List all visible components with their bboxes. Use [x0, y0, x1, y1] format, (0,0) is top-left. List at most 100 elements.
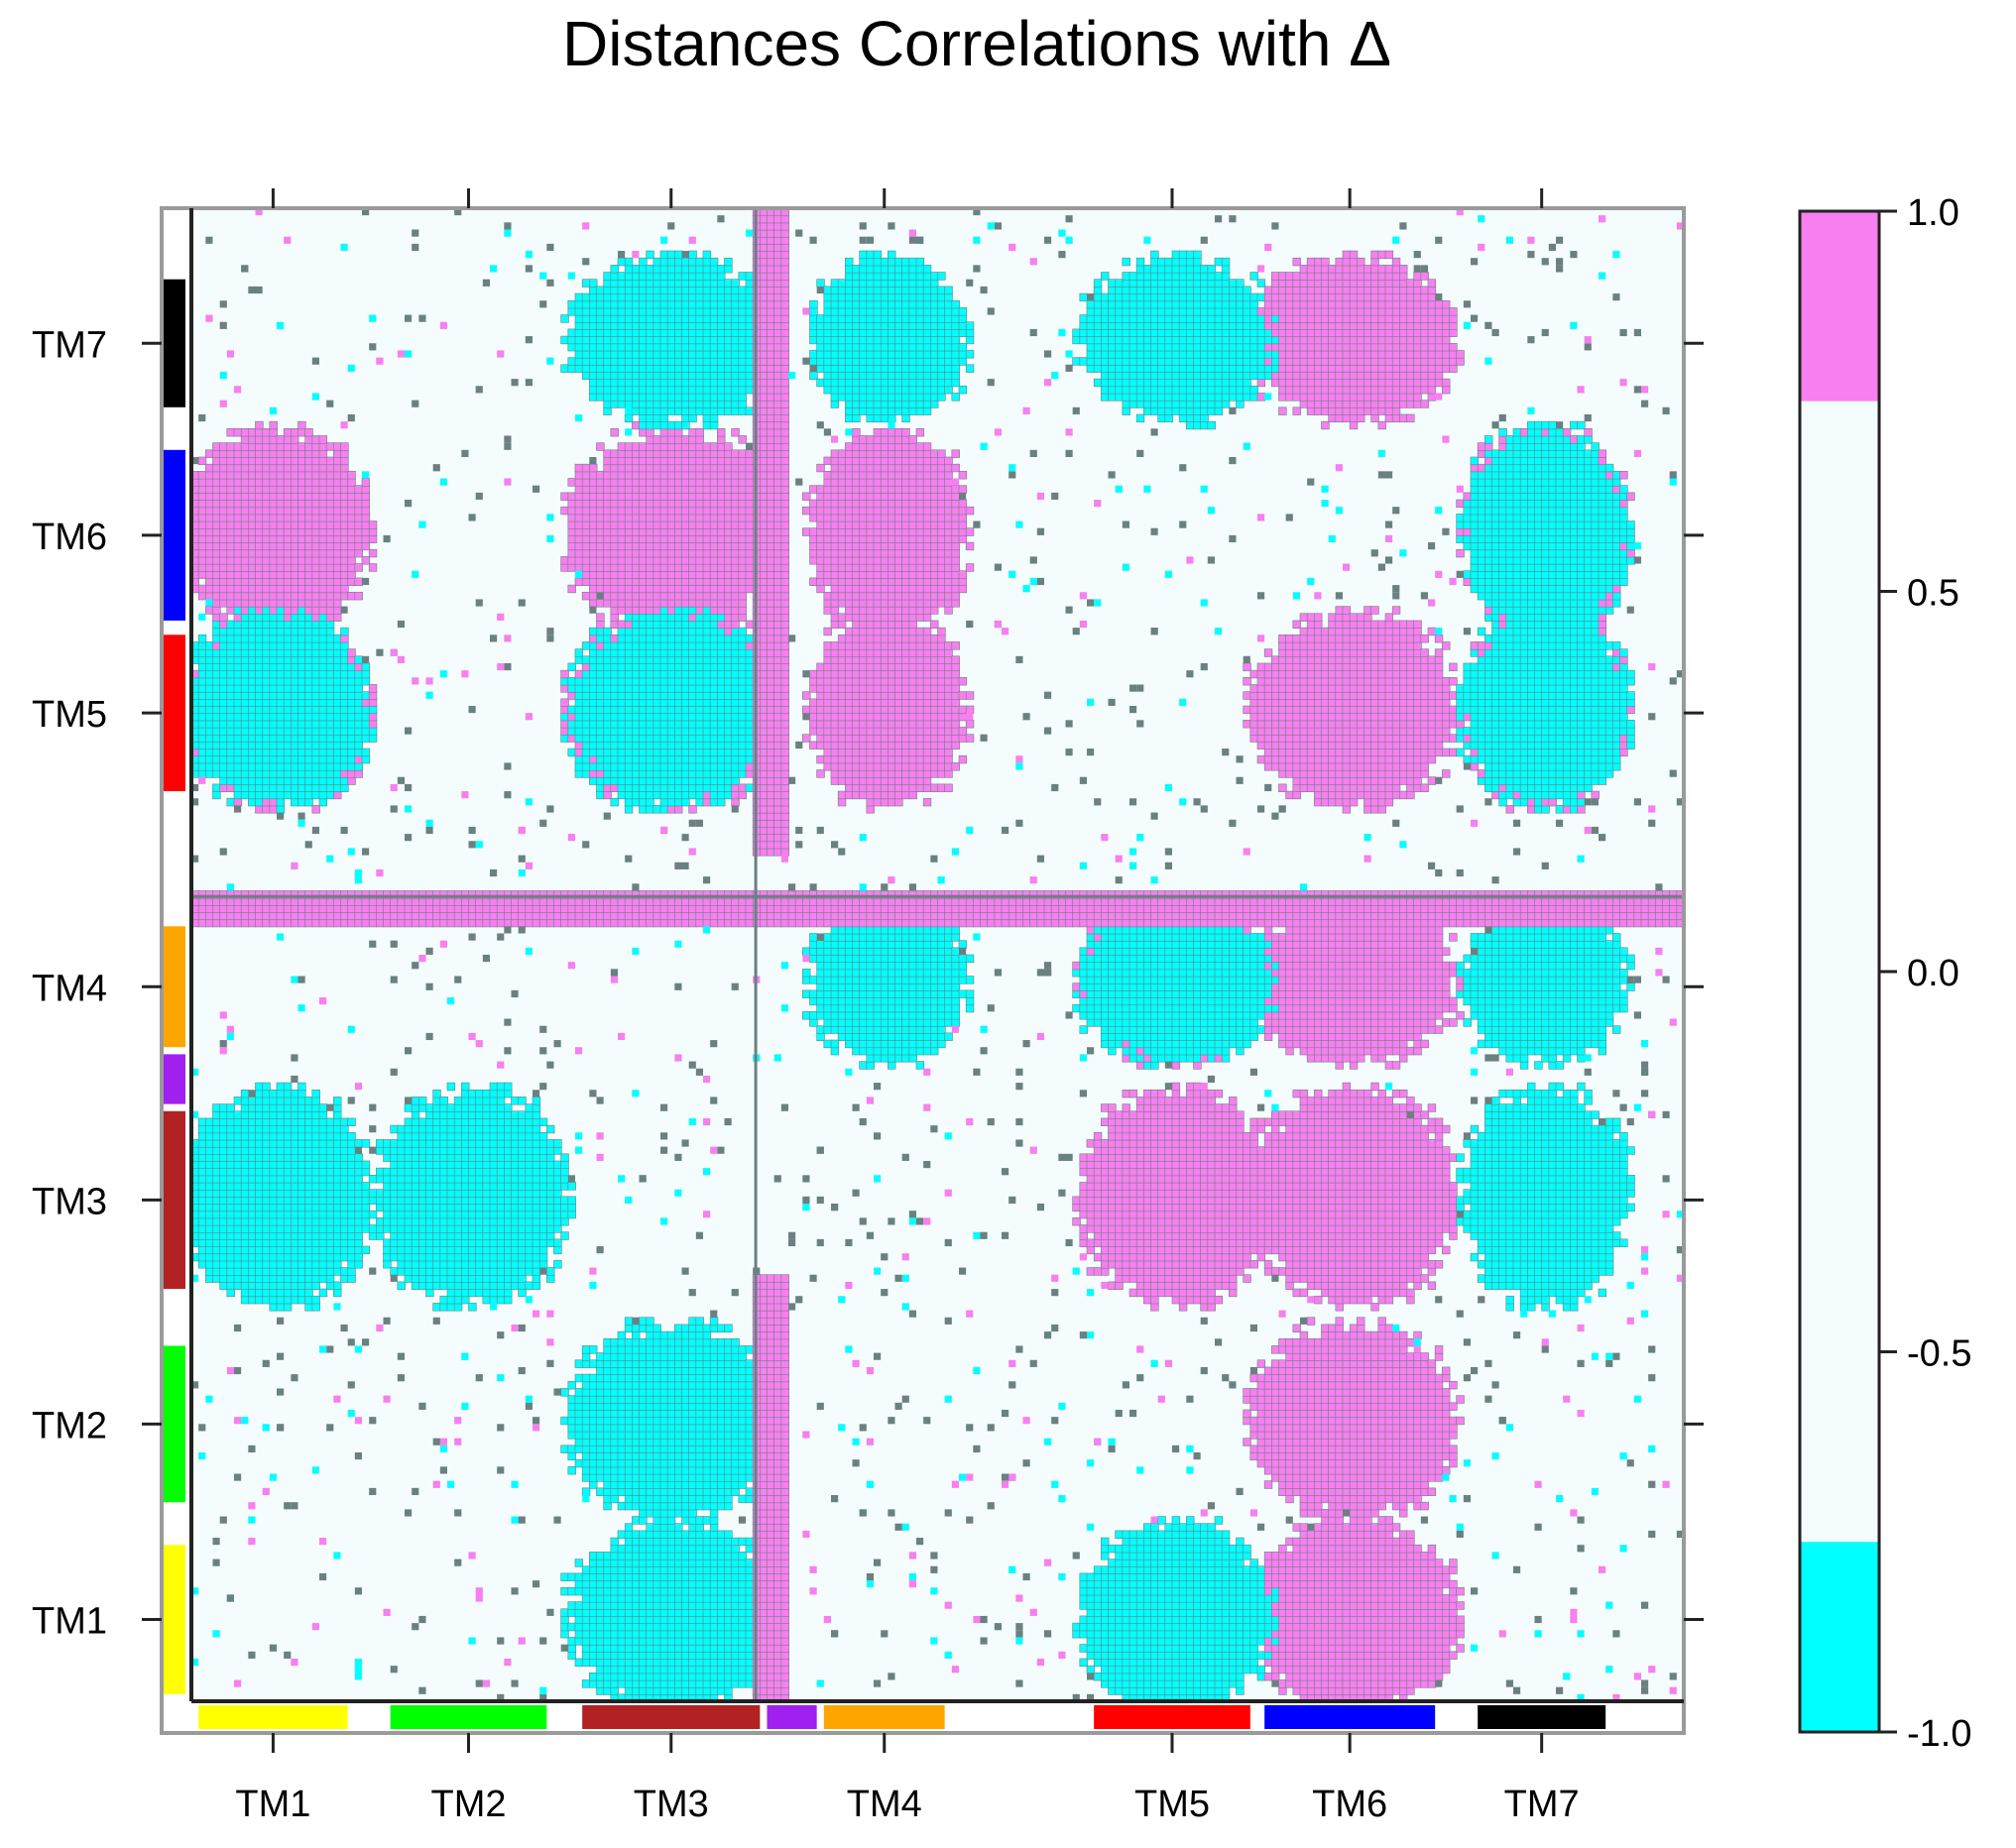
heatmap-cell: [276, 577, 286, 586]
heatmap-cell: [681, 734, 690, 743]
heatmap-cell: [610, 1458, 619, 1468]
heatmap-cell: [560, 727, 569, 736]
heatmap-cell: [596, 1608, 605, 1617]
heatmap-cell: [632, 1637, 641, 1646]
heatmap-cell: [333, 1281, 342, 1290]
heatmap-cell: [262, 1295, 271, 1305]
heatmap-cell: [482, 1245, 491, 1255]
heatmap-cell: [610, 570, 619, 579]
heatmap-cell: [212, 627, 221, 636]
heatmap-cell: [617, 364, 627, 373]
heatmap-cell: [596, 478, 605, 487]
heatmap-cell: [560, 1175, 569, 1184]
heatmap-cell: [197, 655, 207, 664]
heatmap-cell: [240, 520, 250, 529]
heatmap-cell: [546, 911, 555, 921]
heatmap-cell: [276, 1082, 286, 1092]
heatmap-cell: [681, 1424, 690, 1433]
heatmap-cell: [659, 918, 669, 928]
heatmap-cell: [603, 627, 612, 636]
heatmap-cell: [489, 1089, 499, 1098]
heatmap-cell: [674, 584, 683, 594]
heatmap-cell: [297, 662, 306, 672]
heatmap-cell: [574, 485, 584, 494]
heatmap-cell: [390, 1189, 399, 1198]
heatmap-cell: [425, 1139, 434, 1148]
heatmap-cell: [291, 1288, 299, 1298]
heatmap-cell: [325, 1131, 335, 1141]
heatmap-cell: [632, 548, 641, 558]
heatmap-cell: [652, 1544, 661, 1554]
heatmap-cell: [688, 1516, 697, 1525]
heatmap-cell: [603, 357, 612, 366]
heatmap-cell: [553, 1167, 562, 1177]
heatmap-cell: [318, 1260, 328, 1269]
heatmap-cell: [397, 911, 406, 921]
heatmap-cell: [695, 705, 704, 715]
heatmap-cell: [610, 1537, 619, 1547]
heatmap-cell: [596, 790, 605, 800]
heatmap-cell: [311, 1131, 320, 1141]
heatmap-cell: [603, 520, 612, 529]
heatmap-cell: [659, 286, 669, 294]
heatmap-cell: [276, 485, 286, 494]
heatmap-cell: [666, 1466, 676, 1475]
heatmap-cell: [666, 627, 676, 636]
heatmap-cell: [489, 1131, 499, 1141]
heatmap-cell: [368, 1210, 378, 1219]
heatmap-cell: [496, 1103, 506, 1112]
heatmap-cell: [639, 292, 648, 302]
heatmap-cell: [603, 698, 612, 707]
heatmap-cell: [652, 1451, 661, 1461]
heatmap-cell: [432, 1224, 441, 1233]
heatmap-cell: [659, 406, 669, 415]
heatmap-cell: [240, 534, 250, 543]
heatmap-cell: [311, 1110, 320, 1119]
heatmap-cell: [646, 1572, 654, 1581]
heatmap-cell: [603, 1586, 612, 1596]
heatmap-cell: [340, 534, 349, 543]
heatmap-cell: [646, 1552, 654, 1560]
heatmap-cell: [262, 1231, 271, 1240]
heatmap-cell: [624, 385, 634, 395]
heatmap-cell: [652, 1644, 661, 1653]
heatmap-cell: [695, 1679, 704, 1688]
heatmap-cell: [639, 591, 648, 601]
heatmap-cell: [581, 485, 591, 494]
heatmap-cell: [226, 1175, 235, 1184]
heatmap-cell: [297, 456, 306, 466]
heatmap-cell: [681, 712, 690, 722]
heatmap-cell: [674, 698, 683, 707]
heatmap-cell: [581, 591, 591, 601]
heatmap-cell: [340, 655, 349, 664]
heatmap-cell: [269, 1260, 278, 1269]
heatmap-cell: [632, 1373, 641, 1383]
heatmap-cell: [632, 1673, 641, 1681]
heatmap-cell: [291, 662, 299, 672]
heatmap-cell: [560, 1615, 569, 1625]
heatmap-cell: [197, 734, 207, 743]
heatmap-cell: [205, 1245, 214, 1255]
heatmap-cell: [376, 1167, 385, 1177]
heatmap-cell: [482, 1131, 491, 1141]
heatmap-cell: [659, 641, 669, 650]
heatmap-cell: [205, 520, 214, 529]
heatmap-cell: [574, 364, 584, 373]
heatmap-cell: [574, 1458, 584, 1468]
heatmap-cell: [617, 350, 627, 359]
heatmap-cell: [681, 471, 690, 480]
heatmap-cell: [333, 1103, 342, 1112]
heatmap-cell: [560, 1203, 569, 1213]
heatmap-cell: [297, 1281, 306, 1290]
heatmap-cell: [453, 897, 463, 906]
heatmap-cell: [567, 342, 576, 352]
heatmap-cell: [617, 527, 627, 536]
heatmap-cell: [226, 911, 235, 921]
heatmap-cell: [297, 1217, 306, 1226]
heatmap-cell: [318, 1167, 328, 1177]
heatmap-cell: [446, 1153, 456, 1162]
heatmap-cell: [666, 918, 676, 928]
heatmap-cell: [425, 1103, 434, 1112]
heatmap-cell: [688, 257, 697, 267]
heatmap-cell: [311, 1252, 320, 1262]
